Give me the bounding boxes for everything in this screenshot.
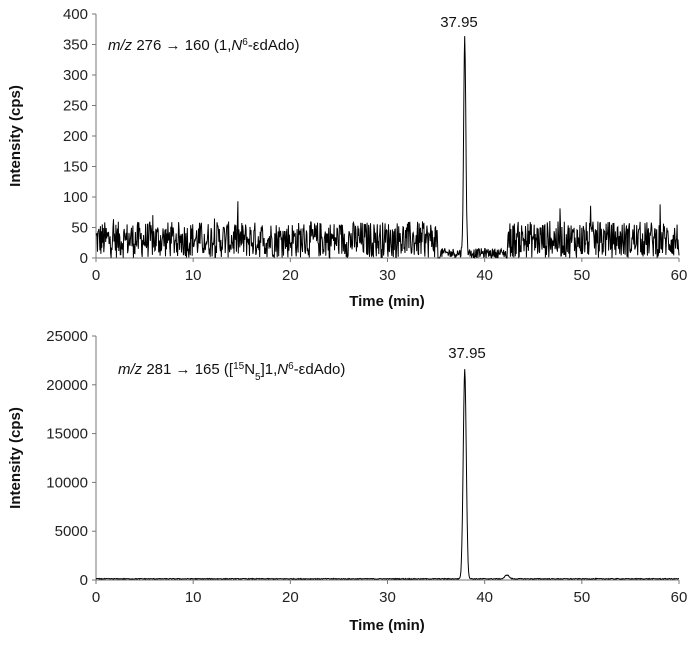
bot-x-tick-label: 50 [573, 589, 590, 606]
bottom-x-axis-title: Time (min) [349, 617, 425, 634]
bottom-series-line [95, 369, 680, 581]
top-y-tick-label: 50 [71, 220, 88, 237]
top-x-tick-label: 40 [476, 267, 493, 284]
top-y-tick-label: 150 [63, 159, 88, 176]
top-y-tick-label: 0 [80, 250, 88, 267]
bot-y-tick-label: 20000 [46, 377, 88, 394]
top-y-tick-label: 350 [63, 37, 88, 54]
bot-x-tick-label: 10 [185, 589, 202, 606]
bot-x-tick-label: 0 [92, 589, 100, 606]
bot-y-tick-label: 25000 [46, 328, 88, 345]
top-x-tick-label: 10 [185, 267, 202, 284]
bot-y-tick-label: 5000 [55, 523, 88, 540]
top-annotation: m/z 276 → 160 (1,N6-εdAdo) [108, 37, 300, 55]
top-chart: 0 50 100 150 200 250 300 350 400 0 10 20 30 40 50 60 m… [7, 6, 687, 310]
bottom-y-axis-title: Intensity (cps) [7, 407, 24, 509]
bot-x-tick-label: 20 [282, 589, 299, 606]
bottom-peak-label: 37.95 [448, 345, 486, 362]
bot-x-tick-label: 40 [476, 589, 493, 606]
bot-y-tick-label: 15000 [46, 426, 88, 443]
bot-y-tick-label: 10000 [46, 474, 88, 491]
top-series-line [95, 36, 680, 260]
top-y-tick-label: 100 [63, 189, 88, 206]
bottom-annotation: m/z 281 → 165 ([15N5]1,N6-εdAdo) [118, 361, 345, 383]
top-y-tick-label: 250 [63, 98, 88, 115]
bot-y-tick-label: 0 [80, 572, 88, 589]
bot-x-tick-label: 60 [671, 589, 688, 606]
top-x-tick-label: 0 [92, 267, 100, 284]
top-y-axis-title: Intensity (cps) [7, 85, 24, 187]
top-y-tick-label: 200 [63, 128, 88, 145]
top-x-axis-title: Time (min) [349, 293, 425, 310]
top-x-tick-label: 60 [671, 267, 688, 284]
top-peak-label: 37.95 [440, 14, 478, 31]
top-x-tick-label: 30 [379, 267, 396, 284]
top-x-tick-label: 50 [573, 267, 590, 284]
top-x-tick-label: 20 [282, 267, 299, 284]
top-y-tick-label: 400 [63, 6, 88, 23]
top-y-tick-label: 300 [63, 67, 88, 84]
bot-x-tick-label: 30 [379, 589, 396, 606]
